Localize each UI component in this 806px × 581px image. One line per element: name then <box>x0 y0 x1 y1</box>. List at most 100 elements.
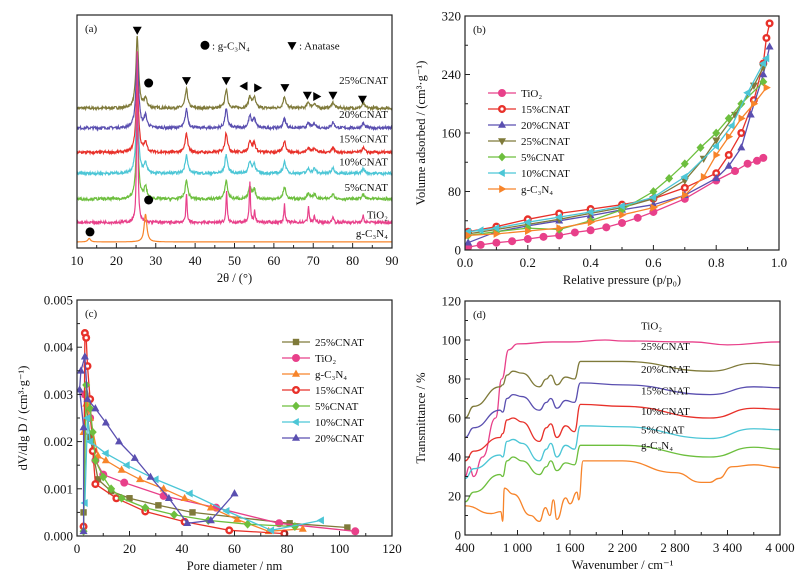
y-tick-label: 0 <box>455 528 462 543</box>
data-point <box>465 238 473 246</box>
x-tick-label: 60 <box>267 253 280 268</box>
curve-label: 25%CNAT <box>339 75 388 87</box>
y-tick-label: 0.003 <box>44 387 73 402</box>
data-point <box>586 226 595 235</box>
legend-marker-center <box>294 388 298 392</box>
y-tick-label: 120 <box>442 294 462 309</box>
panel-label: (a) <box>85 23 98 35</box>
data-point <box>731 167 740 176</box>
data-point <box>751 99 759 108</box>
x-tick-label: 1.0 <box>771 255 787 270</box>
legend-label: 5%CNAT <box>521 152 565 164</box>
legend-label: TiO₂ <box>521 88 542 100</box>
data-point-center <box>727 153 731 157</box>
data-point <box>290 522 299 531</box>
data-point <box>298 524 307 532</box>
plot-area <box>77 329 360 536</box>
data-point-center <box>683 186 687 190</box>
data-point <box>91 404 100 412</box>
data-point <box>711 142 719 151</box>
data-point-center <box>85 364 90 368</box>
legend-label: 10%CNAT <box>521 168 570 180</box>
data-point <box>91 456 100 465</box>
peak-marker-triangle-down <box>357 95 367 104</box>
data-point <box>344 524 351 531</box>
peak-marker-circle <box>85 227 95 237</box>
data-point <box>746 110 755 118</box>
data-point <box>141 503 150 513</box>
peak-marker-triangle-down <box>302 91 312 100</box>
x-axis-title: Wavenumber / cm⁻¹ <box>572 558 674 572</box>
legend-marker <box>292 338 300 346</box>
data-point <box>700 172 709 181</box>
curve-label: 20%CNAT <box>641 364 690 376</box>
plot-frame <box>76 14 393 249</box>
data-point <box>101 418 110 426</box>
x-tick-label: 1 600 <box>555 540 584 555</box>
y-tick-label: 240 <box>442 67 462 82</box>
x-tick-label: 100 <box>330 541 350 556</box>
data-point <box>539 232 548 241</box>
x-tick-label: 400 <box>455 540 475 555</box>
legend-label: 25%CNAT <box>521 136 570 148</box>
data-point <box>151 475 159 484</box>
x-tick-label: 0.0 <box>457 255 473 270</box>
data-point <box>492 238 501 247</box>
x-tick-label: 0 <box>74 541 81 556</box>
x-tick-label: 80 <box>346 253 359 268</box>
ftir-panel: 400 1 000 1 600 2 200 2 800 3 400 4 000 0 20 40 60… <box>414 294 795 573</box>
x-tick-label: 0.4 <box>582 255 599 270</box>
data-point <box>189 509 196 516</box>
data-point <box>170 510 179 520</box>
series-line-1 <box>465 360 780 419</box>
x-tick-label: 0.2 <box>520 255 536 270</box>
xrd-curve-6 <box>77 213 392 243</box>
data-point <box>136 474 144 483</box>
legend-triangle-icon <box>287 42 297 51</box>
data-point <box>492 224 500 233</box>
peak-marker-triangle-down <box>280 84 290 93</box>
peak-marker-triangle-down <box>132 26 142 35</box>
x-tick-label: 0.8 <box>708 255 724 270</box>
legend-marker <box>292 433 300 441</box>
curve-label: 20%CNAT <box>339 109 388 121</box>
x-tick-label: 20 <box>123 541 136 556</box>
curve-label: TiO₂ <box>641 320 662 332</box>
data-point <box>101 456 110 464</box>
data-point <box>699 155 708 163</box>
legend-label: 20%CNAT <box>315 433 364 445</box>
data-point-center <box>739 131 743 135</box>
series-line-5 <box>468 58 767 233</box>
x-tick-label: 40 <box>189 253 202 268</box>
data-point <box>759 77 768 87</box>
data-point <box>765 42 774 50</box>
y-tick-label: 0 <box>455 243 462 258</box>
data-point <box>713 150 721 159</box>
x-tick-label: 30 <box>149 253 162 268</box>
data-point <box>738 114 746 123</box>
y-axis-title: Transmittance / % <box>414 372 428 463</box>
y-tick-label: 100 <box>442 333 462 348</box>
peak-marker-triangle-right <box>313 92 322 102</box>
y-axis-title: dV/dlg D / (cm³·g⁻¹) <box>16 366 30 471</box>
y-tick-label: 80 <box>448 184 461 199</box>
curve-label: 5%CNAT <box>345 182 389 194</box>
x-tick-label: 2 800 <box>660 540 689 555</box>
data-point <box>682 191 690 200</box>
series-line-6 <box>468 87 767 237</box>
series-line-6 <box>465 460 780 523</box>
data-point <box>476 240 485 249</box>
data-point <box>753 156 762 165</box>
x-axis-title: Pore diameter / nm <box>187 559 283 573</box>
plot-area <box>77 35 392 243</box>
data-point <box>146 472 155 480</box>
data-point <box>88 427 97 437</box>
peak-marker-triangle-left <box>239 81 248 91</box>
data-point-center <box>93 482 97 486</box>
plot-frame <box>464 15 780 251</box>
peak-marker-circle <box>144 195 154 205</box>
data-point <box>94 476 102 483</box>
x-tick-label: 70 <box>307 253 320 268</box>
data-point <box>587 218 595 227</box>
data-point <box>94 451 102 459</box>
